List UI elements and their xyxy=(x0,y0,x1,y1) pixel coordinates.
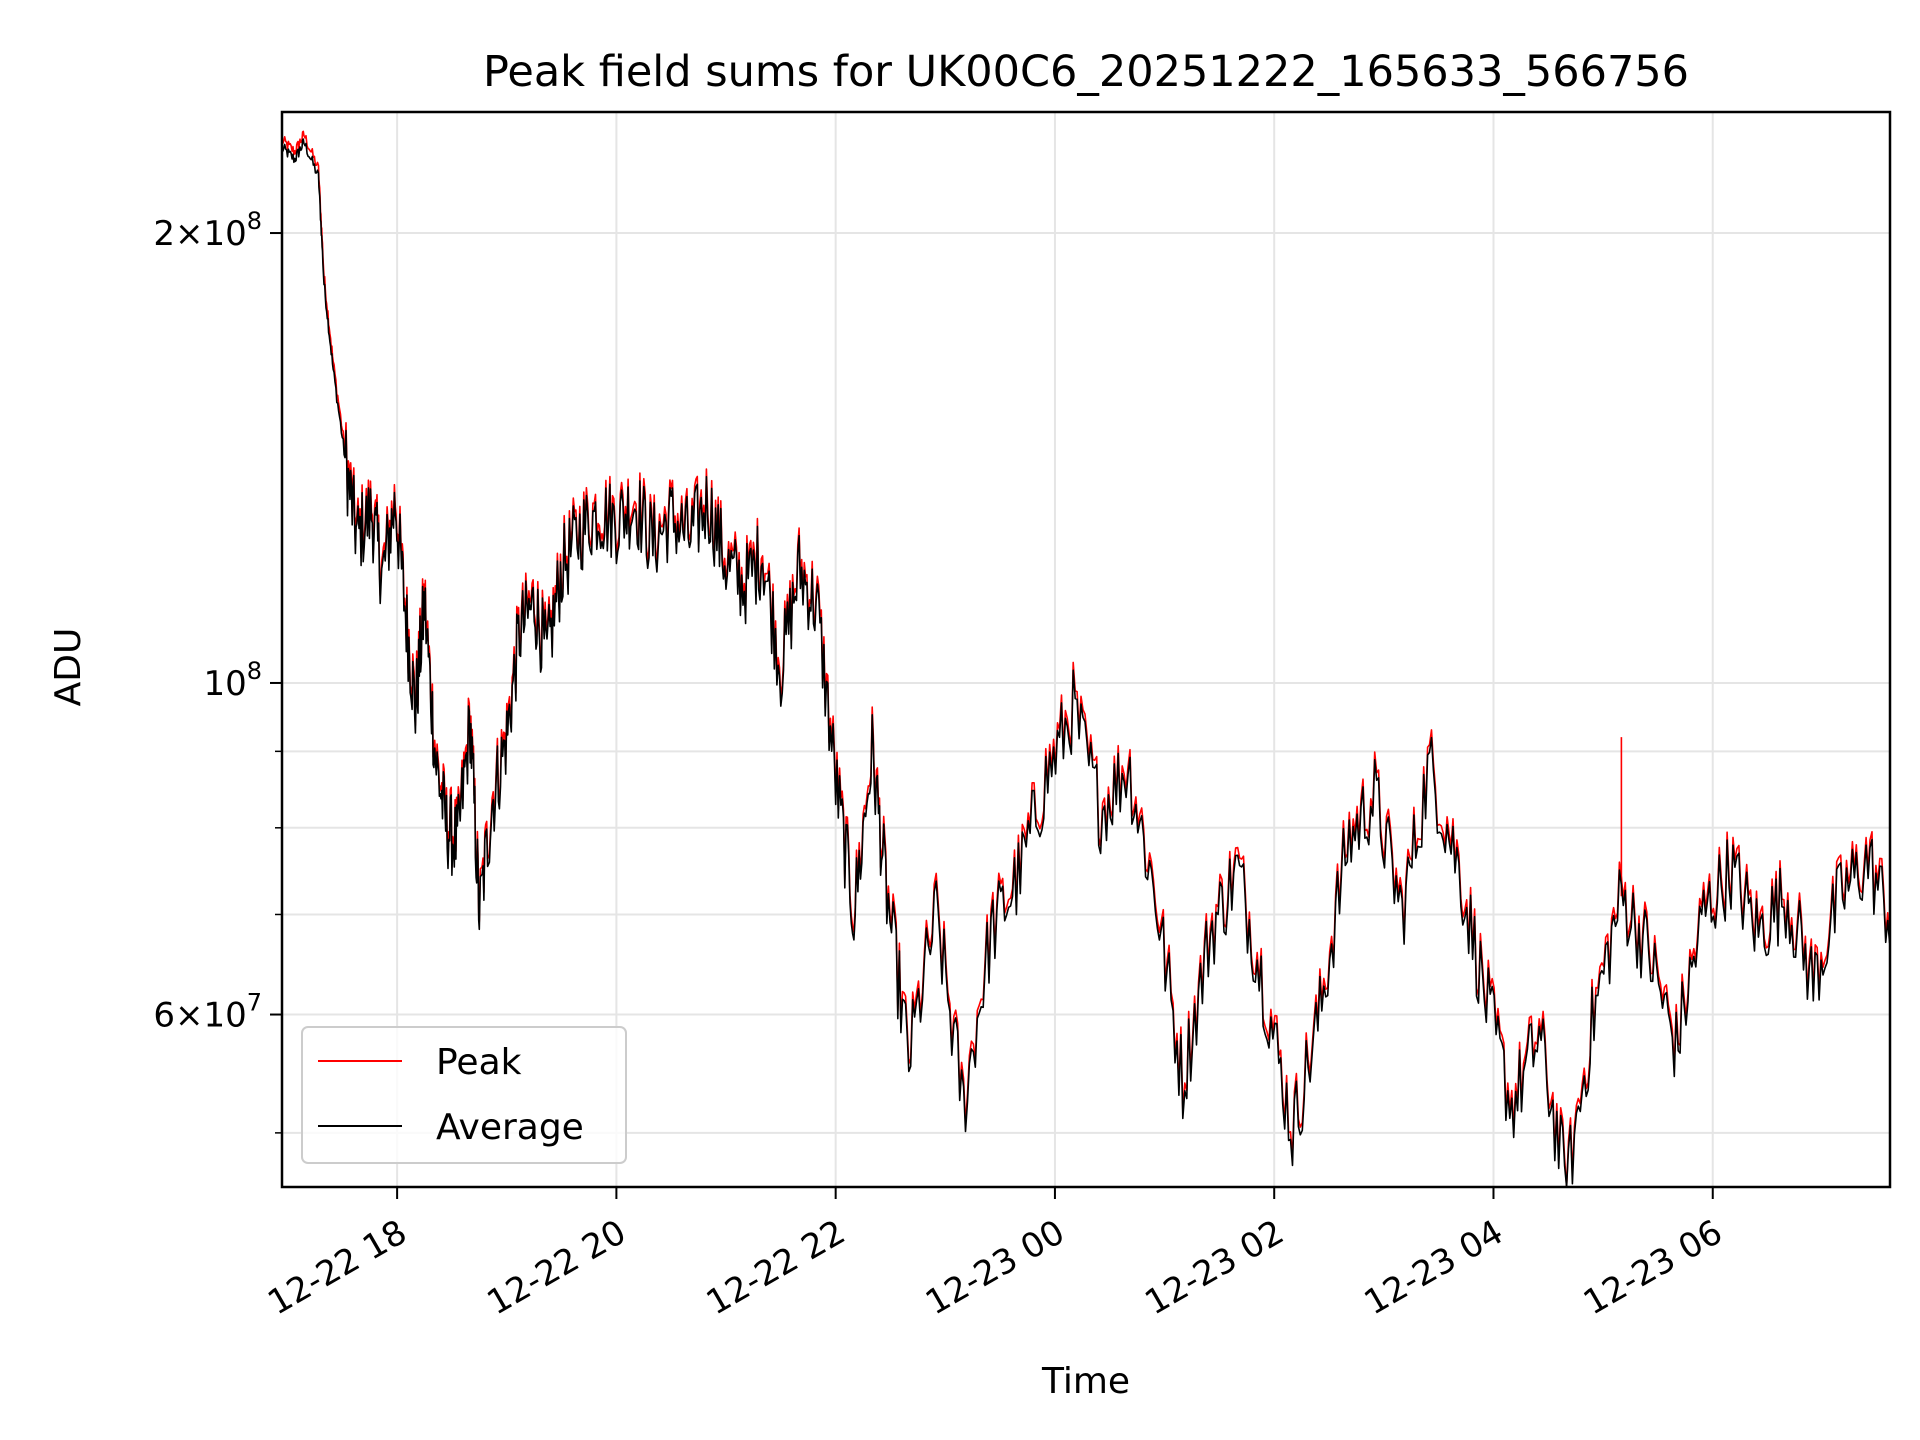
legend: Peak Average xyxy=(301,1026,627,1164)
y-tick-label: 2×108 xyxy=(153,207,262,254)
series-line-average xyxy=(281,112,1891,1188)
plot-frame xyxy=(280,110,1892,1189)
legend-peak-label: Peak xyxy=(436,1042,522,1083)
series-lines xyxy=(281,111,1891,1188)
series-line-peak xyxy=(281,111,1891,1188)
axes xyxy=(280,110,1892,1189)
x-tick-label: 12-23 04 xyxy=(1358,1212,1510,1323)
x-tick-label: 12-22 20 xyxy=(480,1212,632,1323)
x-tick-label: 12-23 00 xyxy=(919,1212,1071,1323)
chart-title: Peak field sums for UK00C6_20251222_1656… xyxy=(483,47,1689,97)
y-tick-label: 108 xyxy=(203,657,262,704)
x-tick-label: 12-22 18 xyxy=(261,1212,413,1323)
grid-lines xyxy=(282,112,1890,1187)
x-tick-label: 12-22 22 xyxy=(700,1212,852,1323)
y-axis-label: ADU xyxy=(48,628,89,707)
x-tick-label: 12-23 06 xyxy=(1577,1212,1729,1323)
legend-average-label: Average xyxy=(436,1107,584,1148)
x-tick-label: 12-23 02 xyxy=(1138,1212,1290,1323)
x-axis-label: Time xyxy=(1041,1361,1130,1402)
y-tick-label: 6×107 xyxy=(153,989,262,1036)
